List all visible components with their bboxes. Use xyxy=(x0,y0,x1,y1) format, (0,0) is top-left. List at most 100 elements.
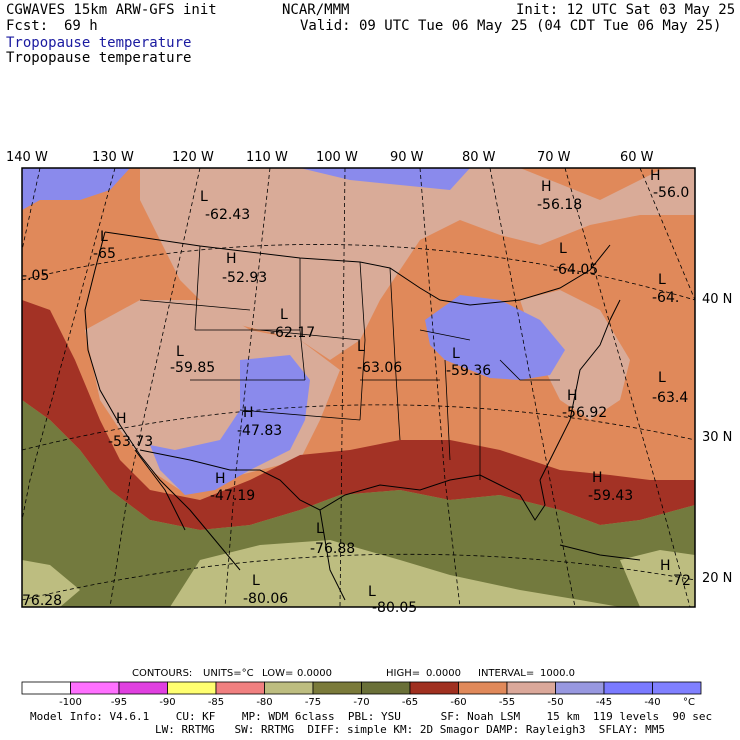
center-value: -59.36 xyxy=(446,363,491,379)
state-lines xyxy=(139,245,560,480)
center-letter: H xyxy=(116,411,127,427)
low-value: 0.0000 xyxy=(297,668,332,679)
longitude-label: 80 W xyxy=(462,150,496,165)
longitude-label: 120 W xyxy=(172,150,214,165)
longitude-labels: 140 W 130 W 120 W 110 W 100 W 90 W 80 W 70 W 60 … xyxy=(6,150,654,165)
colorbar xyxy=(21,681,702,695)
center-value: -59.43 xyxy=(588,488,633,504)
latitude-label: 40 N xyxy=(702,292,732,307)
center-value: -59.85 xyxy=(170,360,215,376)
colorbar-tick-label: -70 xyxy=(353,697,369,708)
colorbar-swatch xyxy=(409,681,459,695)
model-title: CGWAVES 15km ARW-GFS init xyxy=(6,2,217,18)
longitude-label: 130 W xyxy=(92,150,134,165)
center-letter: L xyxy=(658,370,666,386)
colorbar-swatch xyxy=(652,681,702,695)
model-info-line2: LW: RRTMG SW: RRTMG DIFF: simple KM: 2D … xyxy=(155,723,665,736)
contour-info: CONTOURS: UNITS=°C LOW= 0.0000 HIGH= 0.0… xyxy=(132,668,575,679)
baja-coast xyxy=(134,449,186,531)
colorbar-tick-label: -60 xyxy=(450,697,466,708)
center-letter: L xyxy=(658,272,666,288)
high-label: HIGH= xyxy=(386,668,420,679)
center-letter: H xyxy=(660,558,671,574)
fcst-value: 69 h xyxy=(64,18,98,34)
center-letter: L xyxy=(368,584,376,600)
colorbar-tick-label: -85 xyxy=(208,697,224,708)
interval-label: INTERVAL= xyxy=(478,668,534,679)
edge-values: -.05 76.28 xyxy=(22,268,62,609)
center-letter: H xyxy=(541,179,552,195)
colorbar-swatch xyxy=(21,681,71,695)
boundaries xyxy=(84,231,641,601)
center-value: -62.17 xyxy=(270,325,315,341)
center-value: -80.05 xyxy=(372,600,417,616)
center-letter: L xyxy=(252,573,260,589)
center-value: -63.4 xyxy=(652,390,688,406)
longitude-label: 110 W xyxy=(246,150,288,165)
colorbar-tick-label: -55 xyxy=(499,697,515,708)
colorbar-labels: -100 -95 -90 -85 -80 -75 -70 -65 -60 -55 -50 -45 -40… xyxy=(59,697,695,708)
center-letter: L xyxy=(559,241,567,257)
center-value: -56.92 xyxy=(562,405,607,421)
khaki-region-south xyxy=(170,540,620,607)
center-letter: H xyxy=(567,388,578,404)
cuba-outline xyxy=(559,544,641,561)
units-label: UNITS=°C xyxy=(203,668,254,679)
olive-region-south xyxy=(22,400,695,607)
fcst-label: Fcst: xyxy=(6,18,49,34)
shaded-temperature-field xyxy=(22,168,695,607)
map-frame xyxy=(21,167,696,608)
center-value: -64.05 xyxy=(553,262,598,278)
colorbar-tick-label: -45 xyxy=(596,697,612,708)
colorbar-tick-label: -90 xyxy=(159,697,175,708)
colorbar-swatch xyxy=(361,681,411,695)
khaki-region-west xyxy=(22,560,80,607)
longitude-label: 140 W xyxy=(6,150,48,165)
longitude-label: 60 W xyxy=(620,150,654,165)
purple-region-great-lakes xyxy=(425,295,565,380)
center-letter: H xyxy=(215,471,226,487)
colorbar-tick-label: -65 xyxy=(402,697,418,708)
center-value: -76.88 xyxy=(310,541,355,557)
center-letter: L xyxy=(452,346,460,362)
center-letter: L xyxy=(316,521,324,537)
colorbar-swatch xyxy=(458,681,508,695)
edge-value: -.05 xyxy=(22,268,49,284)
edge-value: 76.28 xyxy=(22,593,62,609)
center-letter: L xyxy=(280,307,288,323)
latitude-label: 20 N xyxy=(702,571,732,586)
colorbar-tick-label: -40 xyxy=(644,697,660,708)
center-value: -56.0 xyxy=(653,185,689,201)
colorbar-tick-label: -80 xyxy=(256,697,272,708)
center-letter: H xyxy=(650,168,661,184)
colorbar-swatch xyxy=(506,681,556,695)
longitude-label: 70 W xyxy=(537,150,571,165)
contour-field-title: Tropopause temperature xyxy=(6,50,192,66)
tan-region-north xyxy=(140,168,695,360)
interval-value: 1000.0 xyxy=(540,668,575,679)
center-letter: L xyxy=(357,339,365,355)
colorbar-tick-label: -50 xyxy=(547,697,563,708)
center-value: -63.06 xyxy=(357,360,402,376)
purple-region-north xyxy=(300,168,470,190)
init-time: Init: 12 UTC Sat 03 May 25 xyxy=(516,2,736,18)
colorbar-tick-label: -100 xyxy=(59,697,82,708)
center-value: -52.93 xyxy=(222,270,267,286)
tan-region-east xyxy=(520,290,630,420)
colorbar-swatch xyxy=(70,681,120,695)
colorbar-unit: °C xyxy=(683,697,695,708)
center-value: -80.06 xyxy=(243,591,288,607)
purple-region-northwest xyxy=(22,168,130,210)
center-value: -64. xyxy=(652,290,679,306)
model-info-line1: Model Info: V4.6.1 CU: KF MP: WDM 6class… xyxy=(30,710,713,723)
colorbar-swatch xyxy=(215,681,265,695)
center-letter: H xyxy=(243,405,254,421)
pressure-centers: L-62.43L-65 H-52.93L-62.17L-59.85L-63.06L… xyxy=(93,168,691,616)
longitude-label: 100 W xyxy=(316,150,358,165)
colorbar-tick-label: -95 xyxy=(111,697,127,708)
org-label: NCAR/MMM xyxy=(282,2,350,18)
colorbar-swatch xyxy=(603,681,653,695)
colorbar-swatch xyxy=(167,681,217,695)
mexico-gulf-coast xyxy=(319,509,346,601)
